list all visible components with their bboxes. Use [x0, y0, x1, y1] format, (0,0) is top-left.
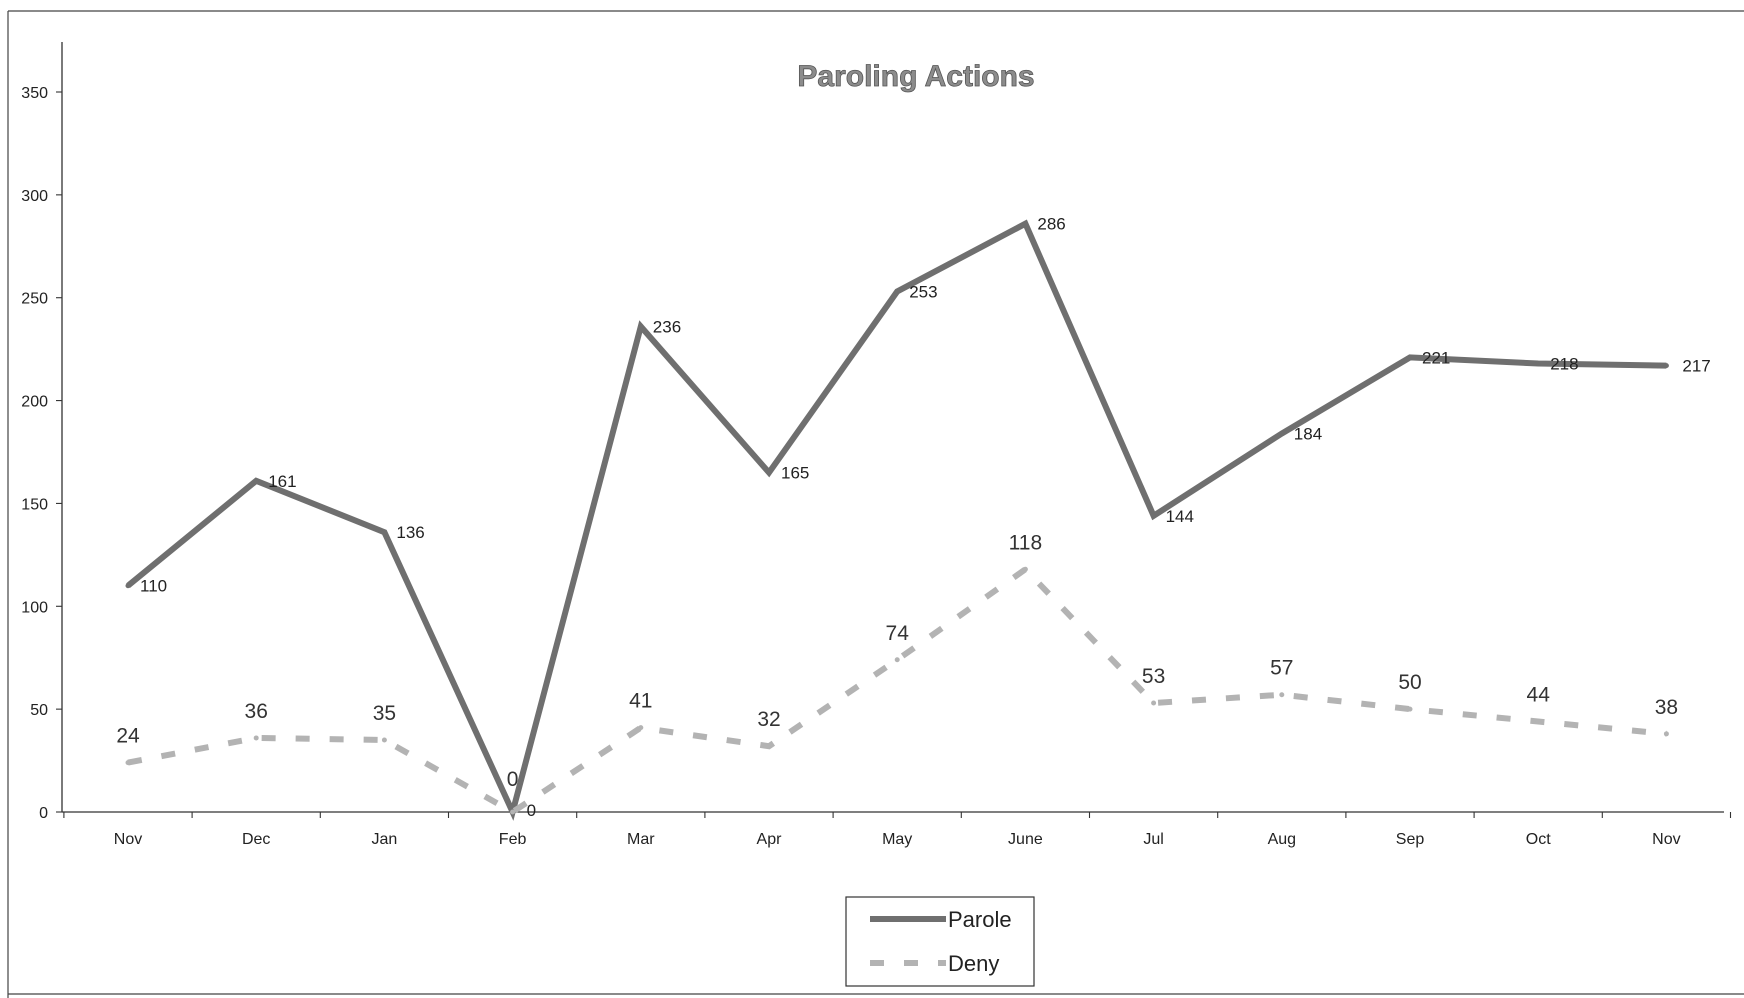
legend-parole-label: Parole: [948, 907, 1012, 932]
parole-data-point: [766, 470, 772, 476]
deny-data-point: [1022, 566, 1028, 572]
deny-data-point: [125, 760, 131, 766]
parole-data-point: [894, 289, 900, 295]
x-tick-label: Sep: [1396, 831, 1425, 848]
deny-data-point: [1151, 700, 1157, 706]
deny-data-label: 35: [373, 702, 396, 725]
legend-box: [845, 896, 1035, 987]
deny-data-label: 44: [1527, 683, 1551, 706]
deny-data-point: [510, 809, 516, 815]
parole-data-label: 236: [653, 318, 681, 337]
deny-data-point: [1407, 706, 1413, 712]
parole-data-point: [1407, 354, 1413, 360]
parole-data-point: [638, 324, 644, 330]
parole-data-label: 253: [909, 283, 937, 302]
deny-data-label: 53: [1142, 665, 1165, 688]
parole-data-label: 217: [1682, 357, 1710, 376]
x-tick-label: Dec: [242, 831, 270, 848]
parole-data-label: 218: [1550, 355, 1578, 374]
deny-data-point: [253, 735, 259, 741]
x-tick-label: May: [882, 831, 912, 848]
parole-series-line: [126, 219, 1667, 821]
x-tick-label: Aug: [1268, 831, 1296, 848]
legend: Parole Deny: [845, 896, 1035, 987]
y-axis-ticks: 0 50 100 150 200 250 300 350: [21, 85, 62, 822]
x-tick-label: Nov: [114, 831, 142, 848]
data-labels: 110 161 136 0 236 165 253 286 144 184 221 218 217 24 3…: [116, 215, 1710, 820]
parole-data-label: 110: [140, 577, 167, 596]
parole-data-label: 144: [1166, 507, 1194, 526]
parole-data-point: [381, 529, 387, 535]
x-tick-label: Apr: [757, 831, 783, 848]
parole-data-point: [1279, 430, 1285, 436]
parole-data-point: [1022, 221, 1028, 227]
deny-data-label: 57: [1270, 657, 1293, 680]
parole-data-label: 0: [527, 801, 536, 820]
deny-data-label: 38: [1655, 696, 1678, 719]
deny-data-label: 41: [629, 690, 652, 713]
deny-series-line: [127, 565, 1667, 816]
x-tick-label: Jan: [372, 831, 398, 848]
x-tick-label: Mar: [627, 831, 655, 848]
parole-data-point: [1535, 361, 1541, 367]
x-tick-label: June: [1008, 831, 1043, 848]
deny-data-label: 32: [757, 708, 780, 731]
deny-data-point: [1279, 692, 1285, 698]
deny-data-label: 50: [1398, 671, 1421, 694]
deny-data-label: 24: [116, 725, 140, 748]
deny-data-point: [894, 657, 900, 663]
x-tick-label: Feb: [499, 831, 527, 848]
deny-data-label: 74: [886, 622, 910, 645]
parole-data-label: 221: [1422, 348, 1450, 367]
deny-data-label: 36: [245, 700, 268, 723]
deny-data-point: [1663, 731, 1669, 737]
parole-data-label: 161: [268, 472, 296, 491]
y-tick-label: 300: [21, 188, 48, 205]
deny-data-point: [381, 737, 387, 743]
y-tick-label: 100: [21, 599, 48, 616]
y-tick-label: 200: [21, 394, 48, 411]
x-tick-label: Oct: [1526, 831, 1551, 848]
deny-data-point: [638, 725, 644, 731]
y-tick-label: 250: [21, 291, 48, 308]
y-tick-label: 50: [30, 702, 48, 719]
legend-deny-label: Deny: [948, 951, 999, 976]
parole-data-label: 184: [1294, 424, 1322, 443]
parole-data-label: 136: [396, 523, 424, 542]
parole-data-point: [253, 478, 259, 484]
deny-data-point: [1535, 718, 1541, 724]
series-layer: [125, 219, 1669, 821]
parole-data-point: [1663, 363, 1669, 369]
parole-data-point: [125, 583, 131, 589]
parole-data-point: [1151, 513, 1157, 519]
deny-data-label: 118: [1009, 531, 1042, 554]
parole-data-label: 165: [781, 464, 809, 483]
chart-title: Paroling Actions: [797, 60, 1034, 93]
x-tick-label: Nov: [1652, 831, 1680, 848]
y-tick-label: 150: [21, 496, 48, 513]
deny-data-point: [766, 743, 772, 749]
y-tick-label: 0: [39, 805, 48, 822]
x-tick-label: Jul: [1143, 831, 1163, 848]
parole-data-label: 286: [1037, 215, 1065, 234]
deny-data-label: 0: [507, 768, 519, 791]
x-axis-ticks: Nov Dec Jan Feb Mar Apr May June Jul Aug Sep Oct Nov: [63, 812, 1732, 848]
y-tick-label: 350: [21, 85, 48, 102]
